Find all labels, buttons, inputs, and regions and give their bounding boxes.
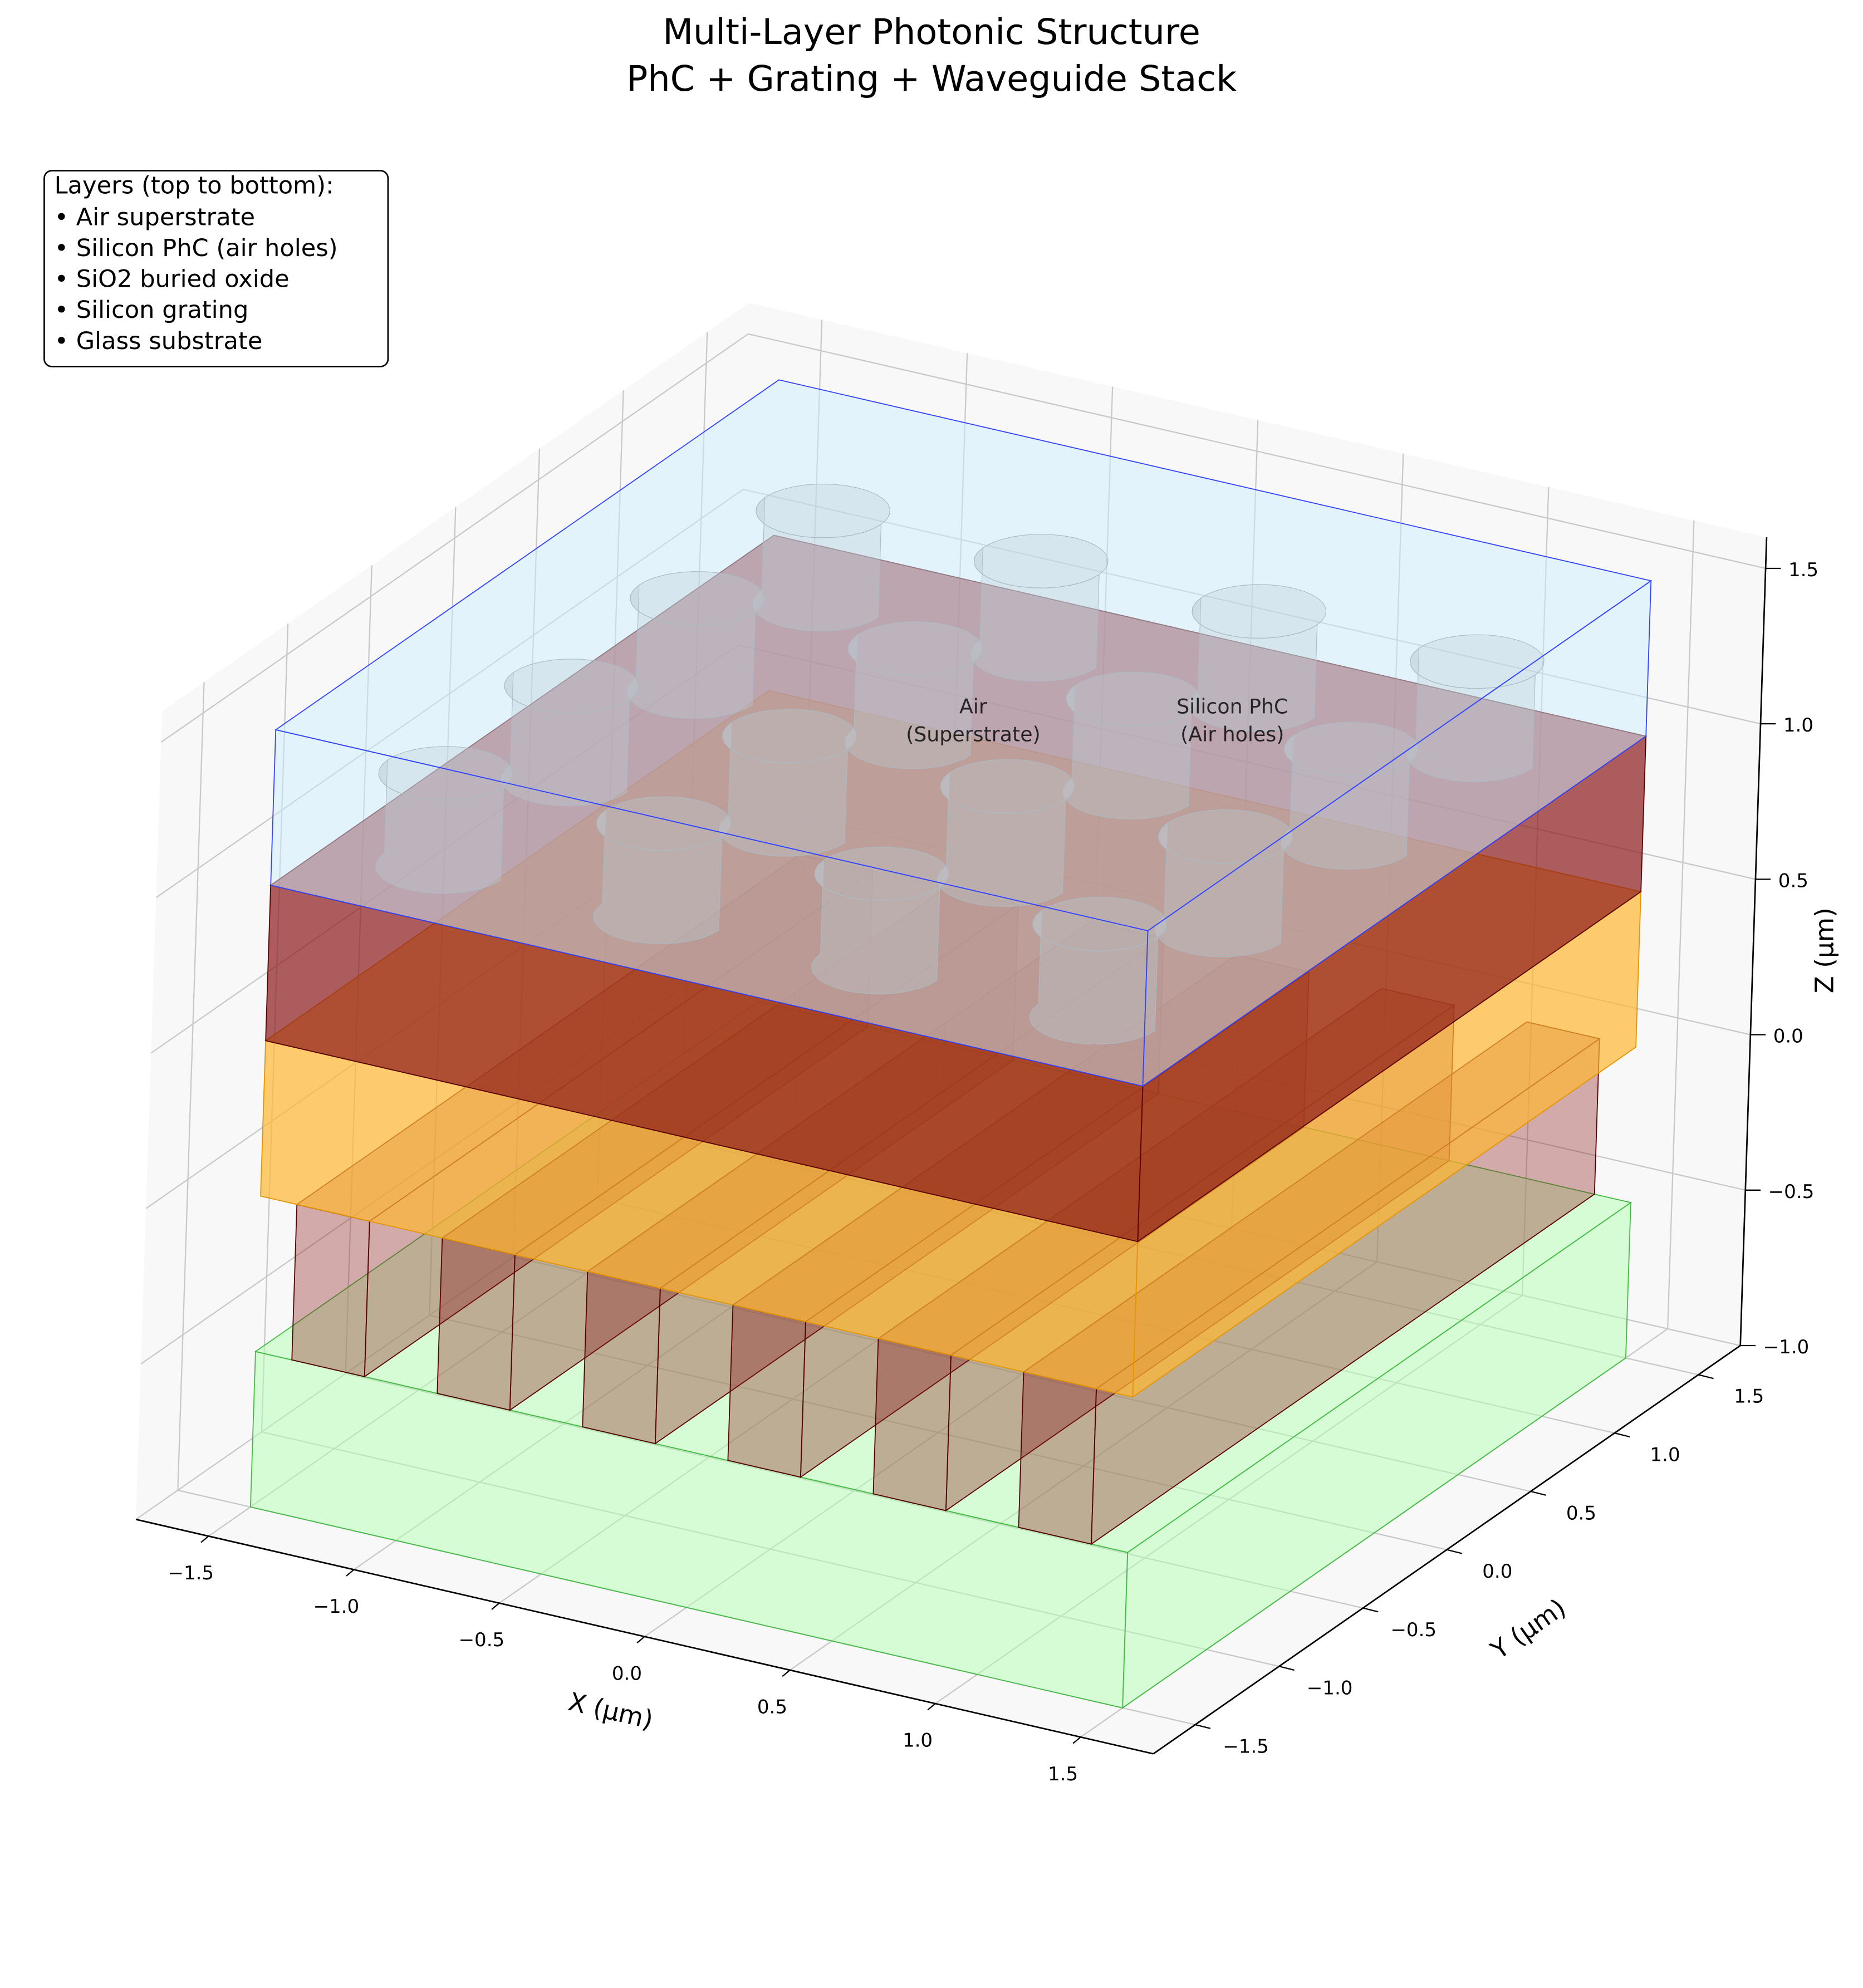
y-tick-label: −1.5 [1223, 1735, 1269, 1758]
x-tick-label: 0.5 [757, 1696, 787, 1719]
x-tick-label: −1.5 [168, 1562, 214, 1584]
x-tick-label: 1.5 [1048, 1763, 1078, 1785]
legend: Layers (top to bottom): • Air superstrat… [55, 172, 338, 355]
y-tick [1447, 1549, 1463, 1554]
legend-item: • Air superstrate [55, 203, 255, 231]
legend-item: • Silicon PhC (air holes) [55, 234, 338, 262]
y-tick-label: 1.5 [1734, 1386, 1764, 1408]
y-tick [1279, 1666, 1295, 1671]
z-tick-label: −1.0 [1763, 1336, 1810, 1358]
x-tick [200, 1535, 209, 1543]
grid-line [177, 681, 205, 1490]
x-tick [1072, 1736, 1081, 1744]
grid-line [160, 333, 749, 743]
annotation: Air [959, 694, 987, 718]
z-axis-label: Z (μm) [1810, 907, 1840, 993]
y-tick [1530, 1490, 1546, 1496]
z-tick-label: 1.5 [1788, 559, 1818, 581]
y-tick [1614, 1432, 1630, 1438]
x-tick-label: −1.0 [313, 1596, 359, 1618]
y-tick-label: −0.5 [1390, 1619, 1437, 1641]
legend-box [43, 170, 389, 367]
z-tick-label: −0.5 [1768, 1181, 1815, 1203]
grating-bar [872, 1338, 952, 1511]
y-tick-label: 1.0 [1650, 1444, 1680, 1466]
y-tick [1698, 1374, 1714, 1380]
x-tick [491, 1602, 500, 1610]
grid-line [748, 333, 1766, 570]
y-tick-label: 0.5 [1566, 1502, 1596, 1524]
annotation: Silicon PhC [1176, 694, 1288, 718]
annotation: (Superstrate) [906, 722, 1041, 746]
z-axis [1739, 537, 1768, 1346]
x-tick [636, 1636, 645, 1644]
z-tick-label: 0.5 [1778, 870, 1808, 892]
legend-title: Layers (top to bottom): [55, 172, 334, 200]
grating-bar [727, 1304, 806, 1478]
x-tick-label: 1.0 [903, 1730, 933, 1752]
y-tick [1195, 1724, 1211, 1729]
legend-item: • Silicon grating [55, 296, 249, 324]
grid-line [1667, 521, 1695, 1329]
grating-bar [437, 1237, 516, 1411]
chart-title: PhC + Grating + Waveguide Stack [626, 58, 1237, 99]
grating-bar [582, 1270, 661, 1445]
z-tick-label: 1.0 [1783, 714, 1813, 737]
grating-bar [291, 1204, 370, 1377]
legend-item: • Glass substrate [55, 327, 263, 355]
x-tick-label: 0.0 [612, 1662, 642, 1685]
legend-item: • SiO2 buried oxide [55, 266, 290, 293]
x-tick [782, 1670, 791, 1677]
chart-title: Multi-Layer Photonic Structure [663, 11, 1200, 52]
layer-face [274, 379, 1653, 931]
x-tick-label: −0.5 [459, 1629, 505, 1651]
y-tick-label: −1.0 [1307, 1677, 1353, 1700]
annotation: (Air holes) [1180, 722, 1284, 746]
z-tick-label: 0.0 [1773, 1025, 1803, 1048]
grating-bar [1018, 1371, 1097, 1545]
y-tick [1362, 1607, 1379, 1613]
y-tick-label: 0.0 [1482, 1560, 1512, 1583]
x-tick [346, 1569, 355, 1577]
x-tick [927, 1703, 936, 1711]
